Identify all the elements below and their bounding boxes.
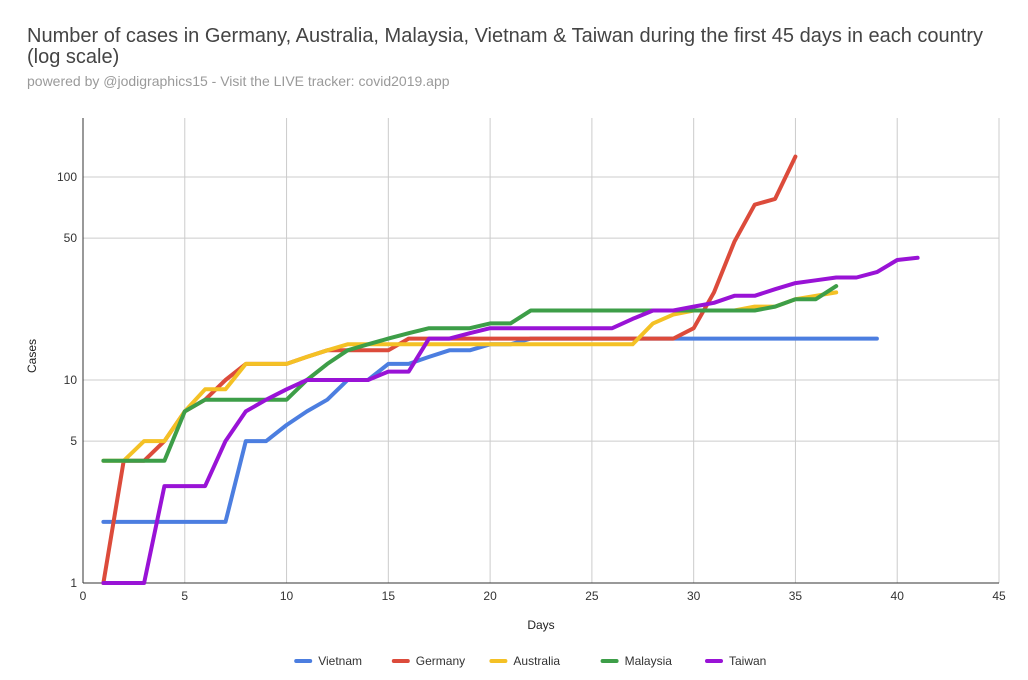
chart-title: Number of cases in Germany, Australia, M… <box>27 25 984 68</box>
x-tick-label: 5 <box>181 589 188 603</box>
legend-label-australia: Australia <box>513 654 560 668</box>
x-axis-title: Days <box>527 618 554 632</box>
axes <box>82 118 999 584</box>
legend-label-germany: Germany <box>416 654 465 668</box>
y-tick-label: 50 <box>64 231 78 245</box>
grid-lines <box>83 118 1000 583</box>
chart-subtitle: powered by @jodigraphics15 - Visit the L… <box>27 73 450 89</box>
x-tick-label: 35 <box>789 589 803 603</box>
legend: Vietnam Germany Australia Malaysia Taiwan <box>294 654 766 668</box>
x-tick-label: 45 <box>992 589 1006 603</box>
x-tick-label: 25 <box>585 589 599 603</box>
series-line-germany <box>101 154 798 585</box>
series-line-taiwan <box>101 255 920 585</box>
legend-label-vietnam: Vietnam <box>318 654 362 668</box>
x-tick-label: 0 <box>80 589 87 603</box>
x-tick-label: 15 <box>382 589 396 603</box>
y-tick-label: 5 <box>70 434 77 448</box>
x-tick-label: 40 <box>891 589 905 603</box>
legend-label-malaysia: Malaysia <box>625 654 673 668</box>
series-line-malaysia <box>101 284 839 463</box>
x-tick-label: 20 <box>483 589 497 603</box>
series-lines <box>101 154 920 585</box>
y-tick-label: 100 <box>57 170 77 184</box>
y-tick-label: 10 <box>64 373 78 387</box>
y-tick-label: 1 <box>70 576 77 590</box>
x-tick-label: 30 <box>687 589 701 603</box>
legend-label-taiwan: Taiwan <box>729 654 766 668</box>
series-line-australia <box>101 290 839 463</box>
y-axis-title: Cases <box>25 339 39 373</box>
x-tick-label: 10 <box>280 589 294 603</box>
